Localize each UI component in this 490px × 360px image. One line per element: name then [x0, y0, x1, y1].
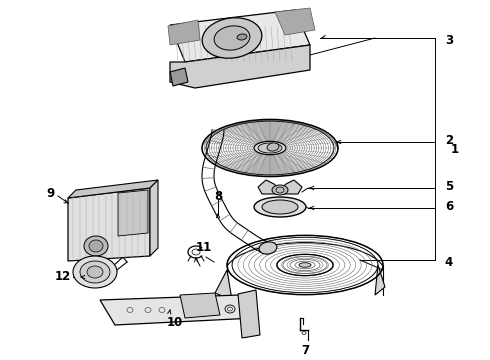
Text: 3: 3 — [445, 33, 453, 46]
Polygon shape — [170, 68, 188, 86]
Polygon shape — [238, 290, 260, 338]
Text: 9: 9 — [46, 186, 54, 199]
Text: 5: 5 — [445, 180, 453, 193]
Ellipse shape — [84, 236, 108, 256]
Polygon shape — [170, 10, 310, 62]
Polygon shape — [170, 45, 310, 88]
Ellipse shape — [202, 18, 262, 58]
Text: 8: 8 — [214, 189, 222, 202]
Ellipse shape — [89, 240, 103, 252]
Ellipse shape — [272, 185, 288, 195]
Text: 10: 10 — [167, 316, 183, 329]
Polygon shape — [118, 190, 148, 236]
Ellipse shape — [258, 143, 282, 153]
Text: 2: 2 — [445, 134, 453, 147]
Text: 11: 11 — [196, 240, 212, 253]
Text: 7: 7 — [301, 343, 309, 356]
Ellipse shape — [259, 242, 277, 254]
Ellipse shape — [73, 256, 117, 288]
Polygon shape — [150, 180, 158, 256]
Polygon shape — [375, 265, 385, 295]
Text: 4: 4 — [445, 256, 453, 269]
Polygon shape — [68, 188, 150, 261]
Ellipse shape — [80, 261, 110, 283]
Ellipse shape — [299, 263, 311, 267]
Polygon shape — [215, 270, 232, 300]
Ellipse shape — [237, 34, 247, 40]
Polygon shape — [258, 180, 302, 194]
Polygon shape — [275, 8, 315, 35]
Text: 1: 1 — [451, 143, 459, 156]
Ellipse shape — [254, 197, 306, 217]
Ellipse shape — [254, 141, 286, 155]
Polygon shape — [68, 180, 158, 198]
Polygon shape — [180, 293, 220, 318]
Polygon shape — [100, 295, 255, 325]
Polygon shape — [168, 20, 200, 45]
Ellipse shape — [267, 143, 279, 151]
Text: 6: 6 — [445, 199, 453, 212]
Text: 12: 12 — [55, 270, 71, 284]
Ellipse shape — [87, 266, 103, 278]
Ellipse shape — [214, 26, 250, 50]
Ellipse shape — [262, 200, 298, 214]
